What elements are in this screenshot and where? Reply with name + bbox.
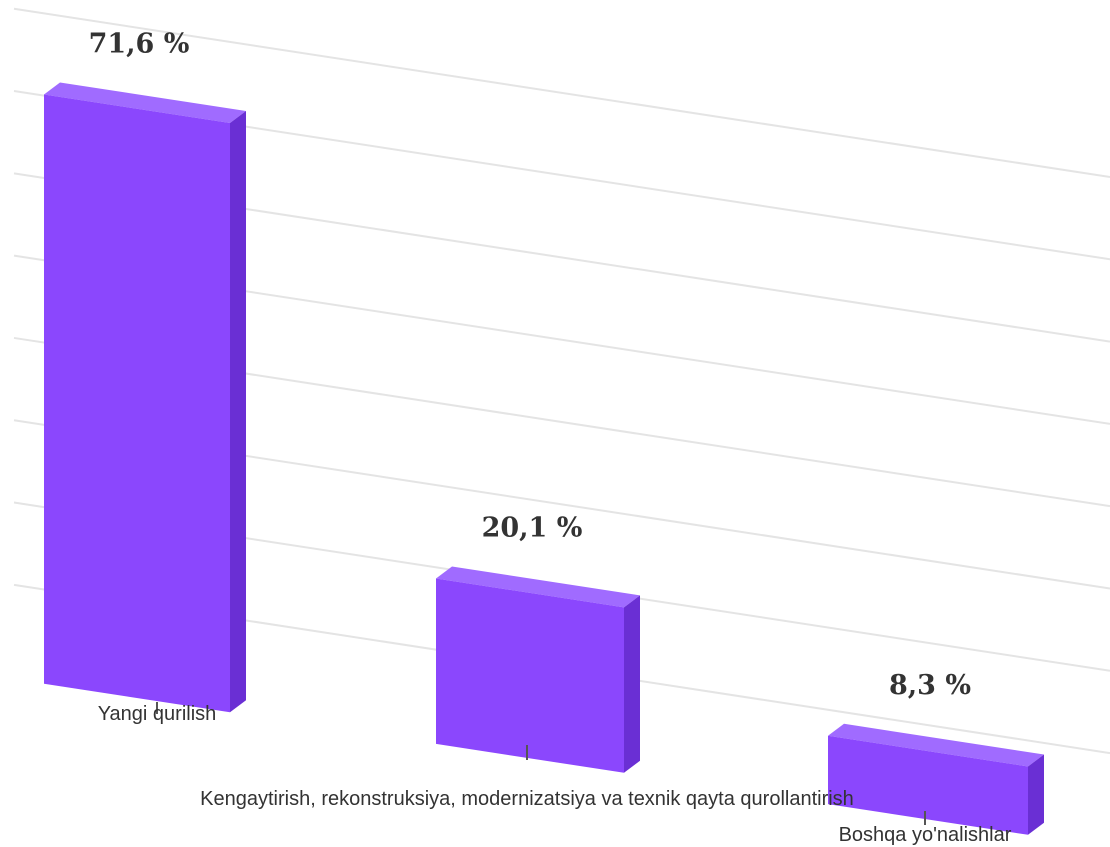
category-labels: Yangi qurilish Kengaytirish, rekonstruksi… [98,703,1012,846]
bar-top-face [828,723,1044,767]
category-label: Kengaytirish, rekonstruksiya, modernizat… [200,788,854,810]
bar-side-face [1028,754,1044,835]
category-label: Boshqa yo'nalishlar [839,824,1012,846]
bar-top-face [436,566,640,608]
bar [828,723,1044,835]
bar [436,566,640,773]
bar-front-face [436,578,624,773]
bars [44,82,1044,835]
data-label: 8,3 % [889,670,971,701]
bar-top-face [44,82,246,124]
bar [44,82,246,713]
category-label: Yangi qurilish [98,703,217,725]
gridline [13,7,1110,178]
data-label: 71,6 % [89,28,190,59]
bar-side-face [624,595,640,773]
bar-front-face [828,735,1028,835]
data-labels: 71,6 % 20,1 % 8,3 % [89,28,971,700]
bar-side-face [230,111,246,713]
bar-front-face [44,94,230,713]
data-label: 20,1 % [482,513,583,544]
x-axis-ticks [156,702,926,825]
